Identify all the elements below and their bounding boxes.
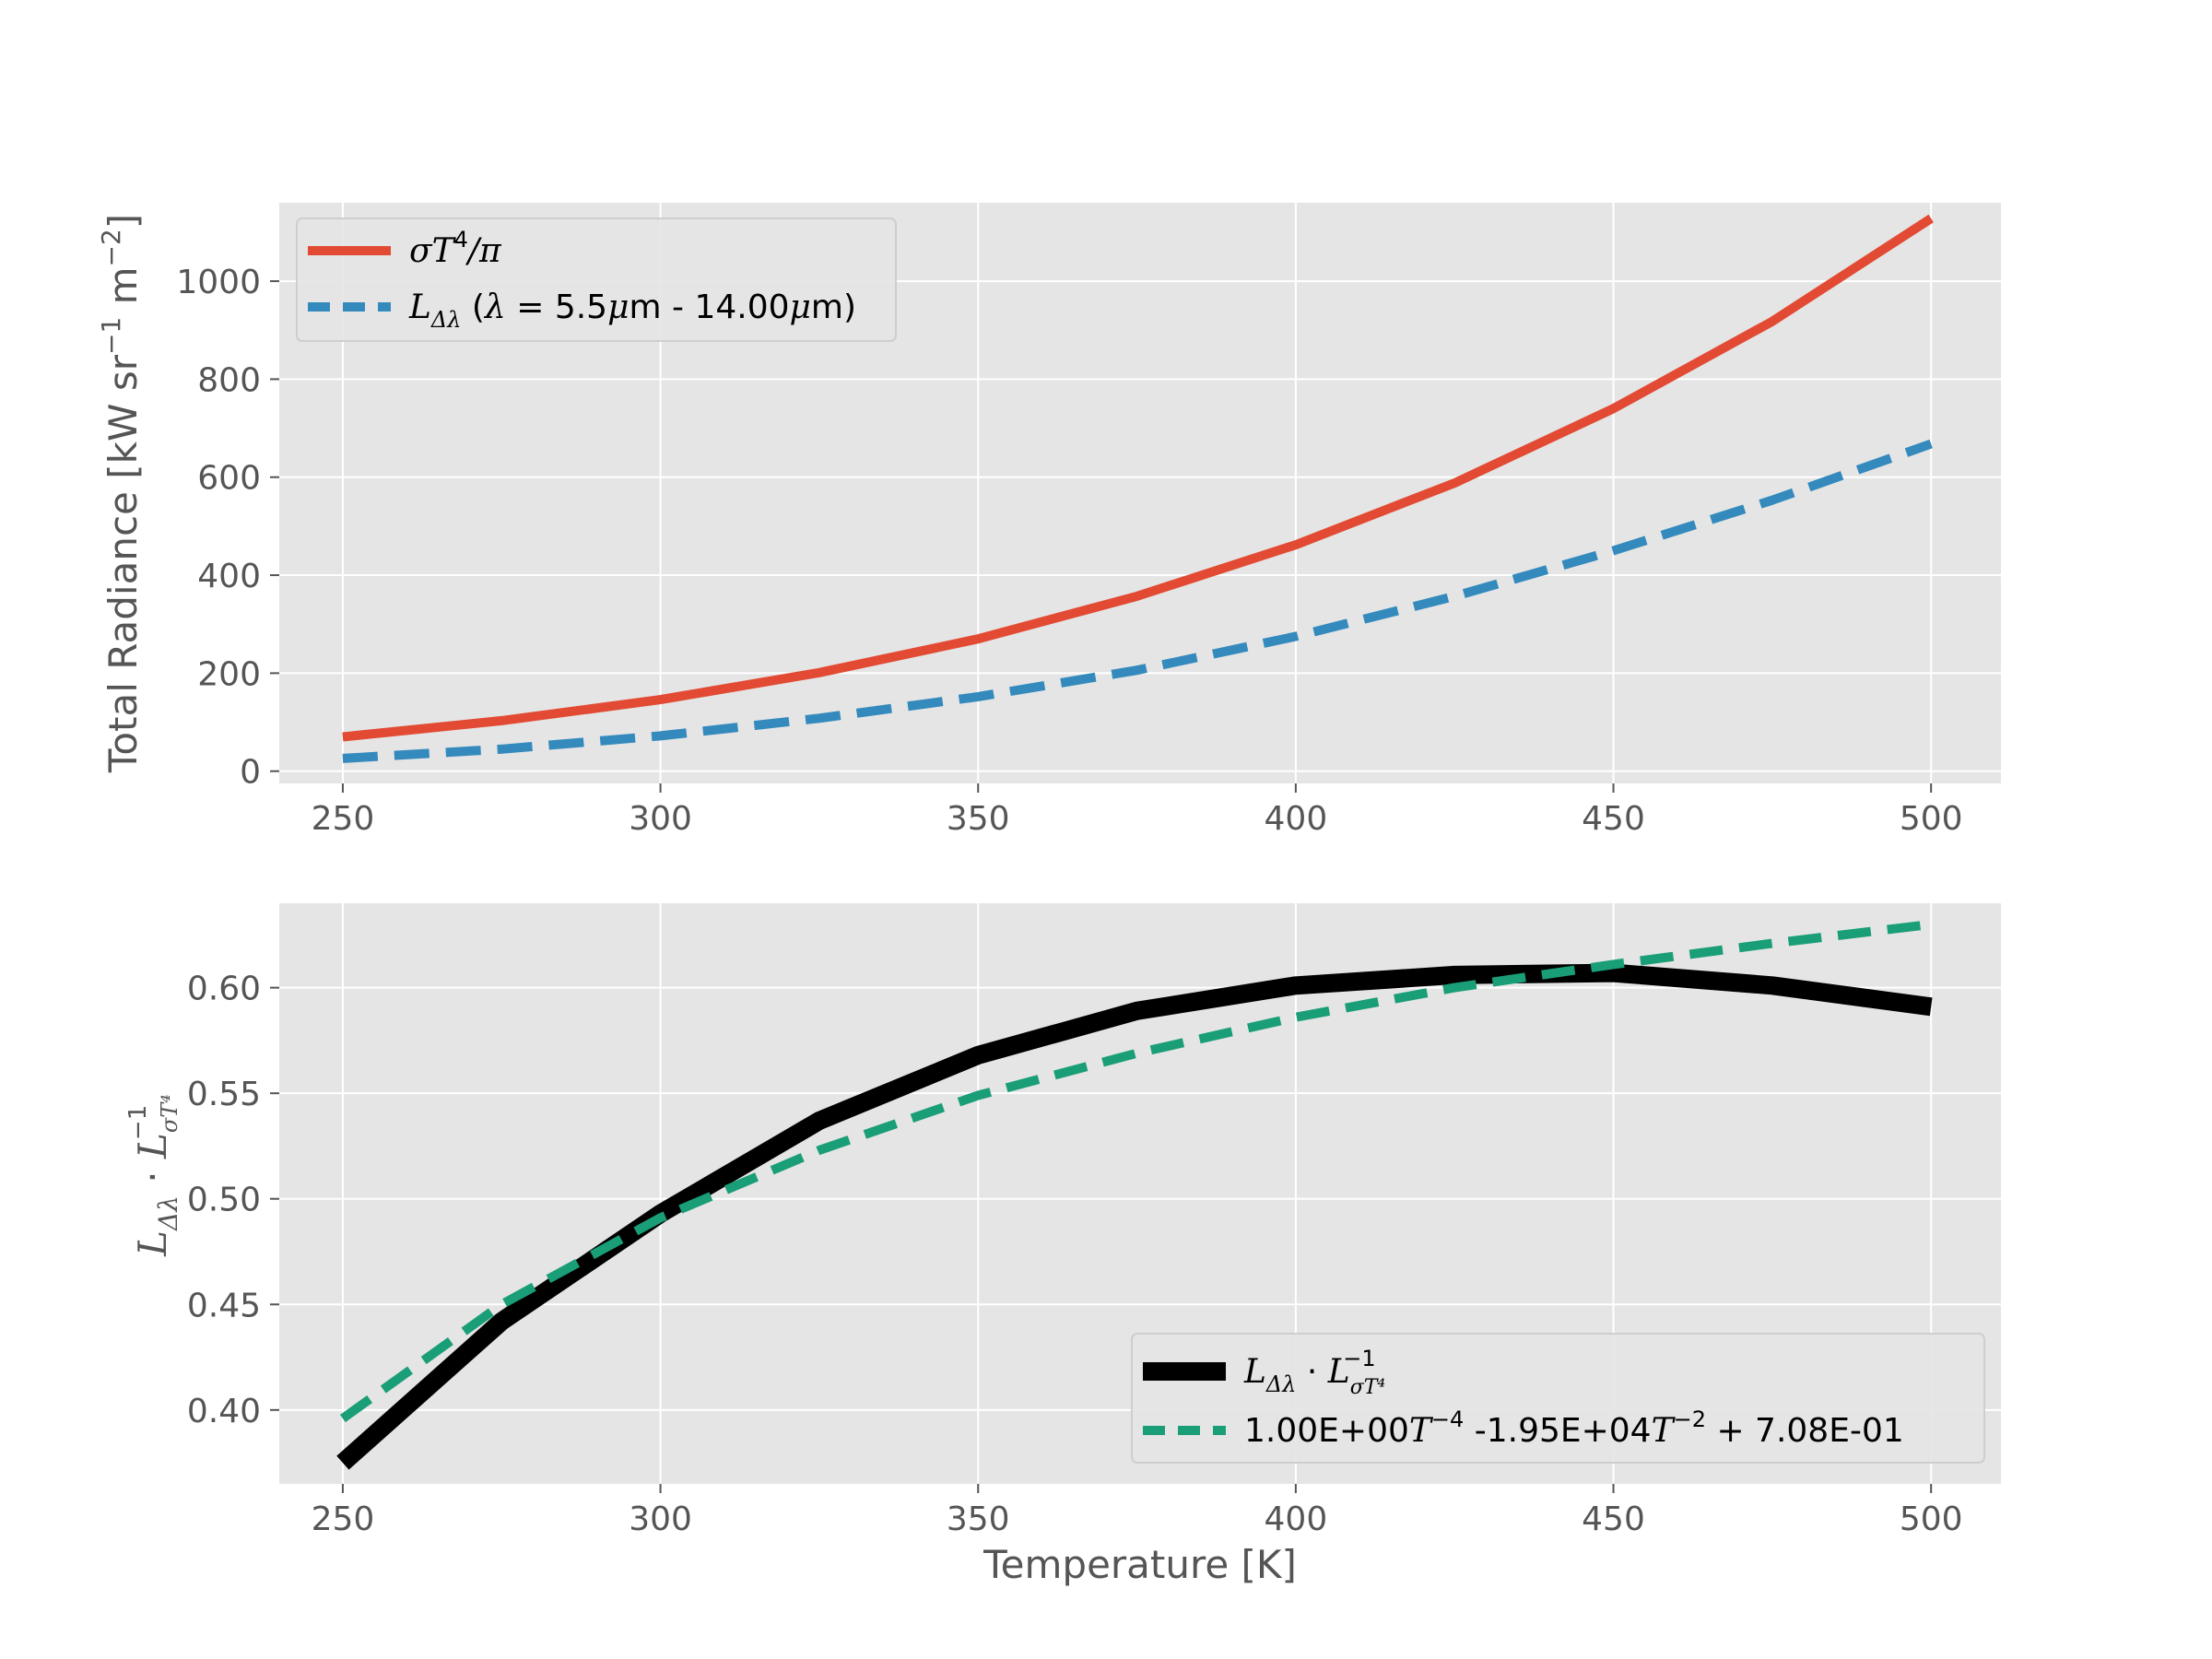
y-tick-label: 0.40 xyxy=(187,1393,261,1430)
y-tick-label: 600 xyxy=(197,460,261,498)
y-tick-label: 0.55 xyxy=(187,1076,261,1113)
series-line-2 xyxy=(342,439,1933,763)
legend-frame xyxy=(296,218,897,342)
chart-panel-1: 250 300 350 400 450 500 0 200 400 600 800 1000 σT4/π… xyxy=(96,203,2001,838)
y-tick-label: 800 xyxy=(197,361,261,399)
x-axis-label: Temperature [K] xyxy=(982,1542,1297,1587)
series-line-2 xyxy=(339,919,1932,1423)
y-axis-label: Total Radiance [kW sr−1 m−2] xyxy=(96,214,146,773)
y-tick-label: 0.50 xyxy=(187,1182,261,1219)
x-tick-label: 250 xyxy=(312,1500,375,1538)
x-tick-label: 400 xyxy=(1265,1500,1328,1538)
x-tick-label: 400 xyxy=(1265,800,1328,838)
x-tick-label: 300 xyxy=(629,800,692,838)
y-axis-label: LΔλ · LσT⁴−1 xyxy=(124,1094,183,1257)
legend-label-2: 1.00E+00T−4 -1.95E+04T−2 + 7.08E-01 xyxy=(1244,1406,1904,1450)
legend-label-1: σT4/π xyxy=(409,227,502,270)
x-tick-label: 350 xyxy=(947,800,1010,838)
x-tick-label: 450 xyxy=(1582,800,1645,838)
legend: LΔλ · LσT⁴−1 1.00E+00T−4 -1.95E+04T−2 + 7… xyxy=(1131,1333,1985,1464)
x-tick-label: 500 xyxy=(1900,1500,1963,1538)
x-tick-label: 500 xyxy=(1900,800,1963,838)
legend-label-2: LΔλ (λ = 5.5μm - 14.00μm) xyxy=(408,288,856,333)
legend: σT4/π LΔλ (λ = 5.5μm - 14.00μm) xyxy=(296,218,897,342)
y-tick-label: 0 xyxy=(240,754,261,792)
y-tick-label: 200 xyxy=(197,655,261,693)
x-tick-label: 250 xyxy=(312,800,375,838)
y-tick-label: 0.45 xyxy=(187,1287,261,1324)
x-tick-label: 350 xyxy=(947,1500,1010,1538)
legend-label-1: LΔλ · LσT⁴−1 xyxy=(1243,1346,1385,1399)
y-tick-label: 0.60 xyxy=(187,971,261,1008)
x-tick-label: 300 xyxy=(629,1500,692,1538)
x-tick-label: 450 xyxy=(1582,1500,1645,1538)
chart-panel-2: 250 300 350 400 450 500 0.40 0.45 0.50 0.55 0.60 LΔ… xyxy=(124,903,2001,1587)
y-tick-label: 400 xyxy=(197,558,261,595)
y-tick-label: 1000 xyxy=(176,264,261,301)
legend-frame xyxy=(1131,1333,1985,1464)
series-line-1 xyxy=(342,214,1934,742)
